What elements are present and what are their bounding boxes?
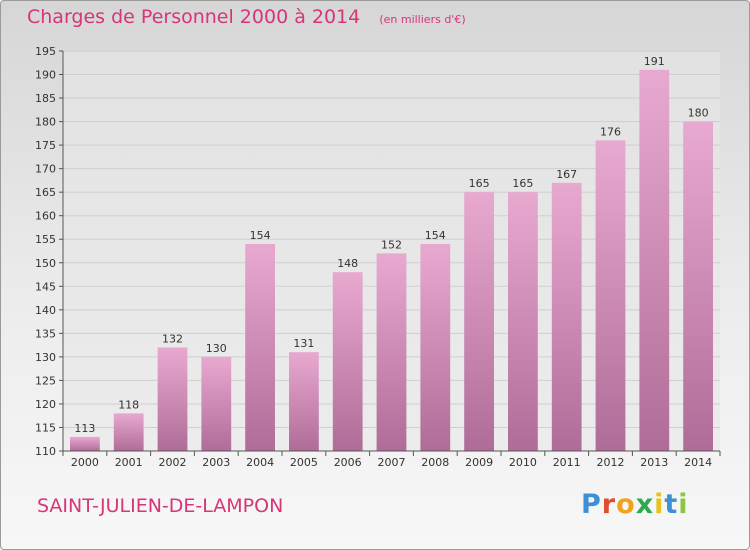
x-tick-label: 2009 — [465, 456, 493, 469]
x-tick-label: 2013 — [640, 456, 668, 469]
x-tick-label: 2003 — [202, 456, 230, 469]
bar — [683, 121, 713, 452]
x-tick-label: 2010 — [509, 456, 537, 469]
y-tick-label: 120 — [35, 398, 56, 411]
y-tick-label: 140 — [35, 304, 56, 317]
bar-value-label: 165 — [512, 177, 533, 190]
bar — [289, 352, 319, 451]
bar-value-label: 154 — [425, 229, 446, 242]
bar-value-label: 165 — [469, 177, 490, 190]
y-tick-label: 145 — [35, 280, 56, 293]
y-tick-label: 185 — [35, 92, 56, 105]
logo-letter: i — [678, 489, 689, 520]
y-tick-label: 160 — [35, 210, 56, 223]
y-tick-label: 150 — [35, 257, 56, 270]
y-tick-label: 170 — [35, 163, 56, 176]
x-axis: 2000 2001 2002 2003 2004 2005 2006 2007 2008 2009… — [62, 450, 721, 469]
logo-letter: o — [616, 489, 636, 520]
bar-value-label: 132 — [162, 332, 183, 345]
location-name: SAINT-JULIEN-DE-LAMPON — [37, 495, 284, 517]
bar-value-label: 148 — [337, 257, 358, 270]
bar — [113, 413, 144, 451]
bar-value-label: 113 — [74, 422, 95, 435]
logo-letter: t — [664, 489, 679, 520]
bar-value-label: 154 — [250, 229, 271, 242]
x-tick-label: 2005 — [290, 456, 318, 469]
x-tick-label: 2011 — [553, 456, 581, 469]
bar-value-label: 167 — [556, 168, 577, 181]
bar-value-label: 191 — [644, 55, 665, 68]
y-tick-label: 180 — [35, 116, 56, 129]
x-tick-label: 2000 — [71, 456, 99, 469]
bar — [464, 192, 494, 452]
x-tick-label: 2007 — [378, 456, 406, 469]
x-tick-label: 2002 — [159, 456, 187, 469]
proxiti-logo[interactable]: Proxiti — [581, 489, 689, 520]
bar-value-label: 152 — [381, 238, 402, 251]
x-tick-label: 2001 — [115, 456, 143, 469]
logo-letter: P — [581, 489, 602, 520]
logo-letter: r — [601, 489, 617, 520]
bar-value-label: 180 — [688, 107, 709, 120]
bar-value-label: 130 — [206, 342, 227, 355]
logo-letter: i — [654, 489, 665, 520]
y-tick-label: 135 — [35, 327, 56, 340]
y-axis: 110 115 120 125 130 135 140 145 150 155 160 165 170 1… — [35, 45, 64, 458]
bar — [332, 272, 363, 451]
y-tick-label: 165 — [35, 186, 56, 199]
title-row: Charges de Personnel 2000 à 2014 (en mil… — [27, 6, 466, 28]
bar — [551, 182, 582, 451]
bar — [376, 253, 407, 451]
y-tick-label: 175 — [35, 139, 56, 152]
bar-value-label: 131 — [293, 337, 314, 350]
chart-title: Charges de Personnel 2000 à 2014 — [27, 6, 361, 28]
bar — [157, 347, 188, 451]
chart-subtitle: (en milliers d'€) — [379, 13, 466, 26]
y-tick-label: 125 — [35, 374, 56, 387]
bar-value-label: 118 — [118, 398, 139, 411]
x-tick-label: 2004 — [246, 456, 274, 469]
y-tick-label: 155 — [35, 233, 56, 246]
y-tick-label: 190 — [35, 69, 56, 82]
bar — [201, 356, 232, 451]
bar-value-label: 176 — [600, 125, 621, 138]
bar — [639, 69, 670, 451]
y-tick-label: 195 — [35, 45, 56, 58]
bar — [508, 192, 538, 452]
x-tick-label: 2008 — [421, 456, 449, 469]
x-tick-label: 2012 — [597, 456, 625, 469]
y-tick-label: 115 — [35, 421, 56, 434]
bar — [595, 140, 626, 452]
x-tick-label: 2006 — [334, 456, 362, 469]
bars: 113 118 132 130 154 131 148 152 154 165 165 167 176 1… — [70, 55, 713, 452]
bar — [420, 243, 451, 451]
y-tick-label: 130 — [35, 351, 56, 364]
bar — [70, 436, 100, 451]
x-tick-label: 2014 — [684, 456, 712, 469]
y-tick-label: 110 — [35, 445, 56, 458]
logo-letter: x — [635, 489, 655, 520]
bar — [245, 243, 275, 451]
